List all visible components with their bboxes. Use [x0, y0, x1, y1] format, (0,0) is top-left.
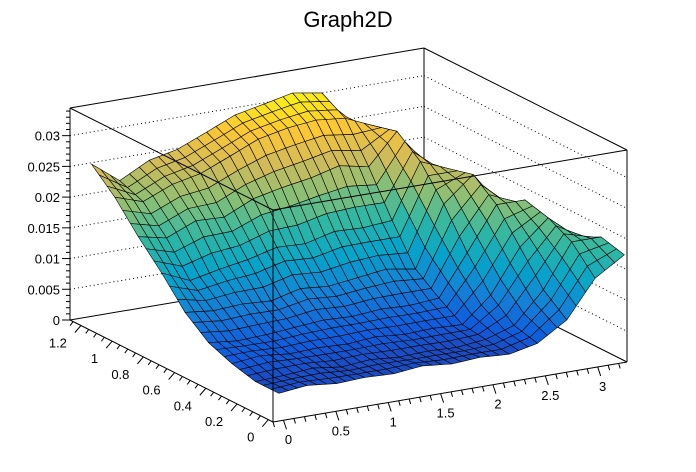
x-tick-label: 0	[285, 432, 292, 447]
grid-line	[423, 75, 628, 179]
x-tick	[440, 393, 445, 403]
z-tick-label: 0.03	[35, 129, 60, 144]
x-tick	[618, 363, 621, 369]
x-tick	[513, 381, 516, 387]
y-tick-label: 1.2	[49, 335, 67, 350]
y-tick	[225, 399, 230, 405]
y-tick	[241, 407, 246, 413]
y-tick-label: 1	[91, 351, 98, 366]
x-tick	[335, 411, 340, 421]
x-tick	[272, 421, 275, 428]
chart-title: Graph2D	[303, 7, 392, 32]
x-tick-label: 2.5	[541, 388, 559, 403]
box-edge	[272, 149, 628, 211]
y-tick	[124, 348, 129, 354]
surface-cell	[91, 163, 109, 180]
y-tick	[261, 419, 269, 427]
box-edge	[69, 47, 425, 109]
y-tick	[199, 387, 207, 396]
x-tick	[377, 404, 380, 410]
box-edge	[423, 47, 628, 151]
x-tick	[471, 388, 474, 394]
x-tick	[345, 409, 349, 415]
y-tick-label: 0.4	[174, 398, 192, 413]
x-tick	[555, 373, 558, 380]
x-tick-label: 1	[390, 414, 397, 429]
surface-cell	[270, 386, 289, 394]
y-tick	[147, 360, 152, 366]
x-tick-label: 0.5	[332, 423, 350, 438]
y-tick	[155, 364, 160, 370]
x-tick	[576, 370, 579, 376]
y-tick	[249, 411, 254, 417]
y-tick-label: 0	[247, 430, 254, 445]
z-tick-label: 0.025	[27, 159, 60, 174]
y-tick	[179, 376, 183, 381]
y-tick	[137, 356, 144, 365]
x-tick-label: 1.5	[437, 406, 455, 421]
x-tick	[314, 414, 317, 421]
y-tick	[105, 340, 113, 349]
x-tick-label: 2	[494, 397, 501, 412]
y-tick-label: 0.8	[111, 367, 129, 382]
y-tick	[163, 368, 168, 373]
axes: 0 0.005 0.01 0.015 0.02 0.025 0.03 0 0.5 1 1.5 2 2.5…	[27, 110, 621, 447]
x-tick	[419, 397, 422, 403]
x-tick	[586, 368, 590, 374]
x-tick	[481, 386, 485, 392]
x-tick	[523, 379, 527, 385]
x-tick	[429, 395, 433, 401]
y-tick	[194, 384, 199, 389]
x-tick	[597, 366, 602, 377]
x-tick	[324, 412, 328, 419]
x-tick	[387, 402, 392, 412]
x-tick	[534, 377, 537, 383]
y-tick	[85, 329, 90, 334]
surface-mesh	[91, 92, 625, 394]
x-tick	[492, 384, 497, 394]
x-tick	[282, 420, 287, 430]
x-tick	[461, 389, 464, 396]
y-tick	[93, 333, 97, 338]
y-tick	[100, 336, 105, 342]
y-tick	[230, 403, 238, 412]
x-tick	[398, 400, 401, 406]
z-tick-label: 0.005	[27, 282, 60, 297]
y-tick-label: 0.6	[143, 383, 161, 398]
y-tick-label: 0.2	[205, 414, 223, 429]
x-tick	[366, 405, 370, 412]
z-tick-label: 0.02	[35, 190, 60, 205]
x-tick	[293, 418, 296, 424]
x-axis-line	[272, 361, 628, 423]
y-tick	[168, 372, 176, 380]
y-axis-line	[69, 319, 274, 423]
z-tick-label: 0.01	[35, 252, 60, 267]
y-tick	[218, 395, 222, 401]
y-tick	[210, 391, 215, 397]
box-edge	[69, 107, 274, 211]
x-tick	[450, 391, 454, 397]
x-tick	[408, 398, 412, 405]
x-tick	[544, 375, 549, 386]
y-tick	[132, 352, 136, 358]
z-tick-label: 0	[53, 313, 60, 328]
y-tick	[74, 325, 82, 333]
z-tick-label: 0.015	[27, 221, 60, 236]
y-tick	[257, 415, 261, 421]
y-tick	[116, 344, 121, 350]
y-tick	[186, 380, 191, 385]
x-tick	[565, 372, 569, 378]
x-tick	[303, 416, 307, 422]
x-tick-label: 3	[599, 379, 606, 394]
x-tick	[356, 407, 359, 413]
front-frame	[69, 107, 628, 423]
y-tick	[69, 321, 74, 326]
x-tick	[502, 382, 506, 389]
x-tick	[607, 365, 611, 371]
